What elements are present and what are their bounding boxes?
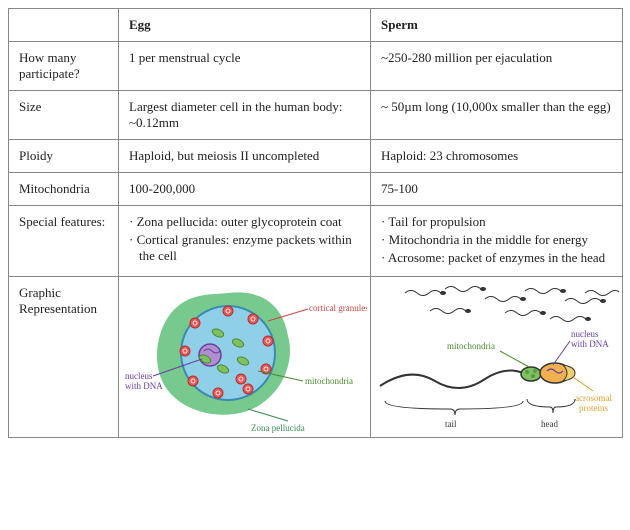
svg-text:head: head xyxy=(541,419,558,429)
list-item: Mitochondria in the middle for energy xyxy=(381,232,612,248)
row-label: Mitochondria xyxy=(9,173,119,206)
row-label: Ploidy xyxy=(9,140,119,173)
svg-text:nucleus: nucleus xyxy=(125,371,153,381)
svg-text:cortical granules: cortical granules xyxy=(309,303,367,313)
egg-features-cell: Zona pellucida: outer glycoprotein coat … xyxy=(119,206,371,277)
row-label: Size xyxy=(9,91,119,140)
list-item: Tail for propulsion xyxy=(381,214,612,230)
svg-text:tail: tail xyxy=(445,419,457,429)
egg-cell: Haploid, but meiosis II uncompleted xyxy=(119,140,371,173)
header-blank xyxy=(9,9,119,42)
header-sperm: Sperm xyxy=(371,9,623,42)
svg-text:mitochondria: mitochondria xyxy=(305,376,353,386)
row-label: Special features: xyxy=(9,206,119,277)
list-item: Acrosome: packet of enzymes in the head xyxy=(381,250,612,266)
egg-features-list: Zona pellucida: outer glycoprotein coat … xyxy=(129,214,360,264)
svg-text:mitochondria: mitochondria xyxy=(447,341,495,351)
comparison-table: Egg Sperm How many participate? 1 per me… xyxy=(8,8,623,438)
egg-cell: Largest diameter cell in the human body:… xyxy=(119,91,371,140)
svg-text:with DNA: with DNA xyxy=(125,381,163,391)
table-row: Size Largest diameter cell in the human … xyxy=(9,91,623,140)
table-row: Ploidy Haploid, but meiosis II uncomplet… xyxy=(9,140,623,173)
sperm-features-list: Tail for propulsion Mitochondria in the … xyxy=(381,214,612,266)
table-row-features: Special features: Zona pellucida: outer … xyxy=(9,206,623,277)
table-row: How many participate? 1 per menstrual cy… xyxy=(9,42,623,91)
sperm-cell: Haploid: 23 chromosomes xyxy=(371,140,623,173)
header-egg: Egg xyxy=(119,9,371,42)
table-row-graphic: Graphic Representation cortical granules… xyxy=(9,277,623,438)
svg-text:Zona pellucida: Zona pellucida xyxy=(251,423,305,433)
egg-cell: 1 per menstrual cycle xyxy=(119,42,371,91)
sperm-graphic-cell: mitochondria nucleuswith DNA acrosomalprot… xyxy=(371,277,623,438)
row-label: Graphic Representation xyxy=(9,277,119,438)
egg-cell: 100-200,000 xyxy=(119,173,371,206)
sperm-diagram: mitochondria nucleuswith DNA acrosomalprot… xyxy=(375,281,619,433)
row-label: How many participate? xyxy=(9,42,119,91)
sperm-features-cell: Tail for propulsion Mitochondria in the … xyxy=(371,206,623,277)
sperm-cell: ~250-280 million per ejaculation xyxy=(371,42,623,91)
table-header-row: Egg Sperm xyxy=(9,9,623,42)
egg-graphic-cell: cortical granules mitochondria Zona pelluc… xyxy=(119,277,371,438)
list-item: Cortical granules: enzyme packets within… xyxy=(129,232,360,264)
table-row: Mitochondria 100-200,000 75-100 xyxy=(9,173,623,206)
svg-text:nucleus: nucleus xyxy=(571,329,599,339)
svg-text:proteins: proteins xyxy=(579,403,608,413)
svg-text:acrosomal: acrosomal xyxy=(575,393,612,403)
svg-text:with DNA: with DNA xyxy=(571,339,609,349)
sperm-cell: 75-100 xyxy=(371,173,623,206)
sperm-cell: ~ 50µm long (10,000x smaller than the eg… xyxy=(371,91,623,140)
list-item: Zona pellucida: outer glycoprotein coat xyxy=(129,214,360,230)
egg-diagram: cortical granules mitochondria Zona pelluc… xyxy=(123,281,367,433)
